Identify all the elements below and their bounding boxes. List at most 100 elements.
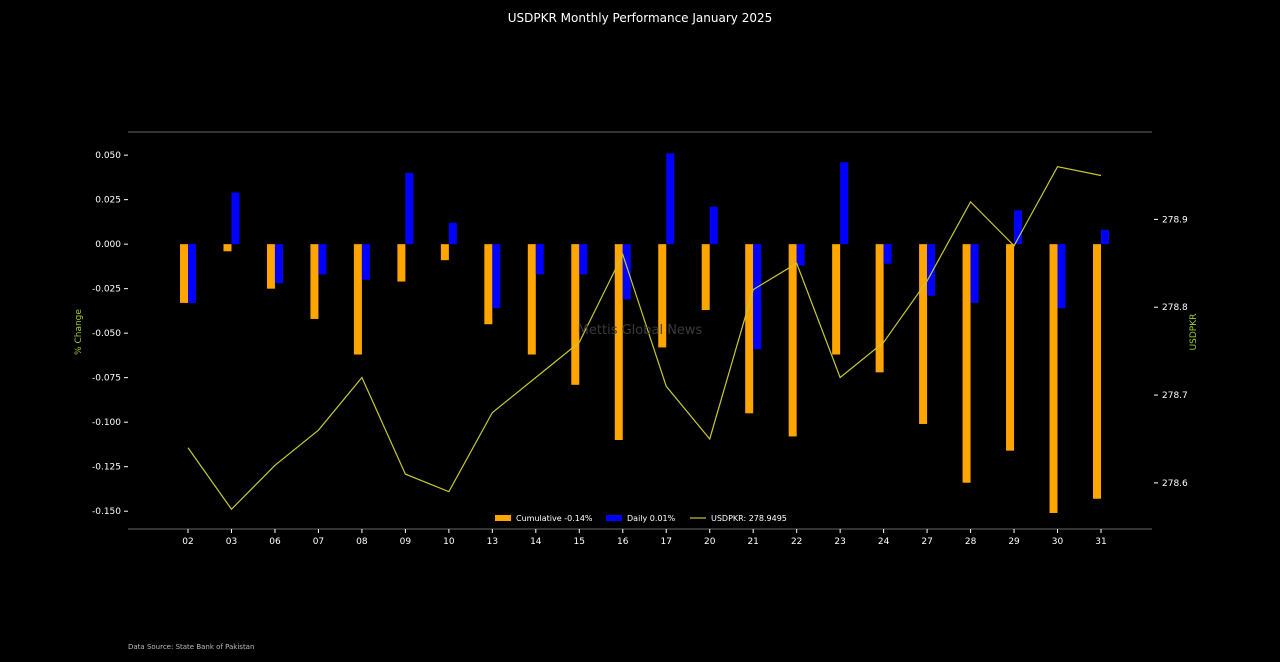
cumulative-bar — [223, 244, 232, 252]
x-tick-label: 21 — [747, 537, 758, 547]
y2-tick-label: 278.7 — [1162, 391, 1188, 401]
daily-bar — [927, 244, 936, 296]
cumulative-bar — [658, 244, 667, 348]
cumulative-bar — [832, 244, 841, 355]
x-tick-label: 10 — [443, 537, 455, 547]
daily-bar — [883, 244, 892, 264]
daily-bar — [709, 206, 718, 245]
y-tick-label: -0.150 — [92, 507, 121, 517]
x-tick-label: 20 — [704, 537, 716, 547]
x-tick-label: 29 — [1008, 537, 1020, 547]
cumulative-bar — [266, 244, 275, 289]
legend-label: USDPKR: 278.9495 — [711, 514, 787, 523]
x-tick-label: 07 — [313, 537, 324, 547]
y-tick-label: 0.050 — [95, 151, 121, 161]
y-tick-label: -0.125 — [92, 463, 121, 473]
daily-bar — [753, 244, 762, 350]
legend-usdpkr: USDPKR: 278.9495 — [690, 514, 787, 523]
cumulative-bar — [484, 244, 493, 325]
x-tick-label: 24 — [878, 537, 890, 547]
cumulative-bar — [962, 244, 971, 483]
line-layer — [187, 166, 1102, 511]
y2-tick-label: 278.8 — [1162, 303, 1188, 313]
daily-bar — [274, 244, 283, 284]
daily-bar — [970, 244, 979, 303]
x-tick-label: 09 — [400, 537, 412, 547]
cumulative-bar — [614, 244, 623, 440]
x-tick-label: 02 — [182, 537, 193, 547]
data-source-note: Data Source: State Bank of Pakistan — [128, 643, 254, 651]
cumulative-bar — [571, 244, 580, 385]
x-tick-label: 22 — [791, 537, 802, 547]
daily-bar — [666, 153, 675, 245]
left-axis-label: % Change — [74, 309, 84, 355]
x-tick-label: 17 — [661, 537, 672, 547]
usdpkr-line — [187, 166, 1102, 511]
daily-bar — [231, 192, 240, 245]
cumulative-bar — [1049, 244, 1058, 513]
daily-bar — [405, 172, 414, 245]
cumulative-bar — [788, 244, 797, 437]
cumulative-bar — [919, 244, 928, 424]
x-tick-label: 30 — [1052, 537, 1064, 547]
left-axis-ticks: 0.050 0.025 0.000 -0.025 -0.050 -0.075 -0.100 -… — [92, 151, 128, 517]
cumulative-bar — [745, 244, 754, 414]
y-tick-label: -0.050 — [92, 329, 121, 339]
bar-layer — [180, 153, 1109, 513]
chart-title: USDPKR Monthly Performance January 2025 — [508, 11, 772, 25]
y-tick-label: 0.025 — [95, 196, 121, 206]
daily-bar — [188, 244, 196, 303]
x-tick-label: 06 — [269, 537, 281, 547]
cumulative-bar — [353, 244, 362, 355]
x-axis-ticks: 02 03 06 07 08 09 10 13 14 15 16 17 20 21 22 23 24 27 28 29… — [182, 529, 1107, 547]
daily-bar — [840, 162, 849, 245]
cumulative-bar — [440, 244, 449, 261]
cumulative-bar — [1093, 244, 1101, 499]
legend-daily: Daily 0.01% — [606, 514, 676, 523]
cumulative-bar — [875, 244, 884, 373]
daily-bar — [318, 244, 327, 275]
daily-bar — [1014, 210, 1023, 245]
x-tick-label: 15 — [574, 537, 585, 547]
legend-swatch — [606, 515, 622, 521]
daily-bar — [535, 244, 544, 275]
y2-tick-label: 278.6 — [1162, 479, 1188, 489]
daily-bar — [579, 244, 588, 275]
daily-bar — [796, 244, 805, 266]
right-axis-ticks: 278.9 278.8 278.7 278.6 — [1154, 215, 1188, 489]
daily-bar — [1057, 244, 1066, 309]
cumulative-bar — [180, 244, 188, 303]
plot-frame — [128, 131, 1152, 530]
daily-bar — [361, 244, 370, 280]
y-tick-label: -0.025 — [92, 285, 121, 295]
legend-label: Cumulative -0.14% — [516, 514, 593, 523]
x-tick-label: 27 — [921, 537, 932, 547]
y-tick-label: -0.075 — [92, 374, 121, 384]
x-tick-label: 08 — [356, 537, 368, 547]
daily-bar — [622, 244, 631, 300]
x-tick-label: 14 — [530, 537, 542, 547]
daily-bar — [492, 244, 501, 309]
daily-bar — [448, 222, 457, 245]
cumulative-bar — [527, 244, 536, 355]
cumulative-bar — [397, 244, 406, 282]
cumulative-bar — [1006, 244, 1015, 451]
x-tick-label: 23 — [834, 537, 845, 547]
cumulative-bar — [701, 244, 710, 311]
x-tick-label: 16 — [617, 537, 629, 547]
right-axis-label: USDPKR — [1189, 314, 1199, 351]
y-tick-label: -0.100 — [92, 418, 121, 428]
legend-swatch — [495, 515, 511, 521]
x-tick-label: 31 — [1095, 537, 1106, 547]
y2-tick-label: 278.9 — [1162, 215, 1188, 225]
x-tick-label: 28 — [965, 537, 977, 547]
watermark: Mettis Global News — [578, 323, 703, 338]
legend: Cumulative -0.14% Daily 0.01% USDPKR: 278.… — [495, 514, 787, 523]
legend-label: Daily 0.01% — [627, 514, 676, 523]
daily-bar — [1101, 229, 1109, 245]
legend-cumulative: Cumulative -0.14% — [495, 514, 593, 523]
x-tick-label: 03 — [226, 537, 237, 547]
x-tick-label: 13 — [487, 537, 498, 547]
cumulative-bar — [310, 244, 319, 319]
